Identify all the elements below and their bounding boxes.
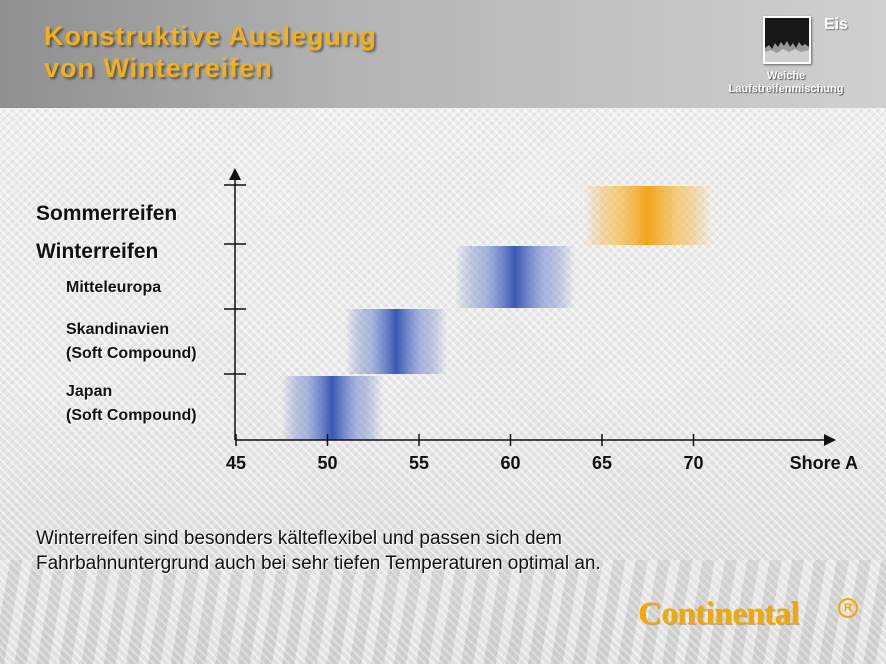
ice-caption-line2: Laufstreifenmischung	[728, 83, 844, 95]
x-tick-label: 70	[683, 453, 703, 473]
continental-logo: Continental	[638, 596, 800, 632]
ice-caption-line1: Weiche	[766, 70, 806, 82]
registered-mark-icon: R	[838, 598, 858, 618]
ice-icon-graphic	[765, 41, 809, 62]
page-title-line2: von Winterreifen	[44, 53, 273, 83]
row-label-skandinavien: Skandinavien (Soft Compound)	[66, 318, 197, 366]
x-tick-label: 50	[317, 453, 337, 473]
row-label-japan-line1: Japan	[66, 383, 113, 400]
x-axis-label: Shore A	[790, 453, 858, 473]
row-label-mitteleuropa: Mitteleuropa	[66, 279, 162, 296]
header-bar: Konstruktive Auslegung von Winterreifen …	[0, 0, 886, 108]
x-tick-label: 45	[226, 453, 246, 473]
page-title-line1: Konstruktive Auslegung	[44, 21, 378, 51]
x-tick-label: 65	[592, 453, 612, 473]
tire-tread-background	[0, 560, 886, 664]
range-bar-japan	[281, 376, 383, 440]
row-label-winterreifen: Winterreifen	[36, 240, 159, 263]
row-label-skandinavien-line1: Skandinavien	[66, 321, 170, 338]
y-axis-arrow	[229, 168, 241, 180]
x-tick-label: 60	[500, 453, 520, 473]
caption-text: Winterreifen sind besonders kälteflexibe…	[36, 526, 836, 576]
page-title: Konstruktive Auslegung von Winterreifen	[44, 20, 377, 84]
range-bar-mitteleuropa	[455, 246, 575, 308]
ice-label: Eis	[824, 16, 849, 33]
range-bar-sommerreifen	[583, 186, 712, 245]
ice-caption: Weiche Laufstreifenmischung	[700, 70, 872, 96]
row-label-sommerreifen: Sommerreifen	[36, 202, 178, 225]
ice-icon	[763, 16, 811, 64]
caption-line1: Winterreifen sind besonders kälteflexibe…	[36, 528, 562, 549]
row-label-skandinavien-line2: (Soft Compound)	[66, 345, 197, 362]
row-label-japan-line2: (Soft Compound)	[66, 407, 197, 424]
x-tick-label: 55	[409, 453, 429, 473]
background-pattern	[0, 108, 886, 664]
row-label-japan: Japan (Soft Compound)	[66, 380, 197, 428]
caption-line2: Fahrbahnuntergrund auch bei sehr tiefen …	[36, 553, 601, 574]
x-axis-arrow	[824, 434, 836, 446]
range-bar-skandinavien	[345, 309, 447, 374]
